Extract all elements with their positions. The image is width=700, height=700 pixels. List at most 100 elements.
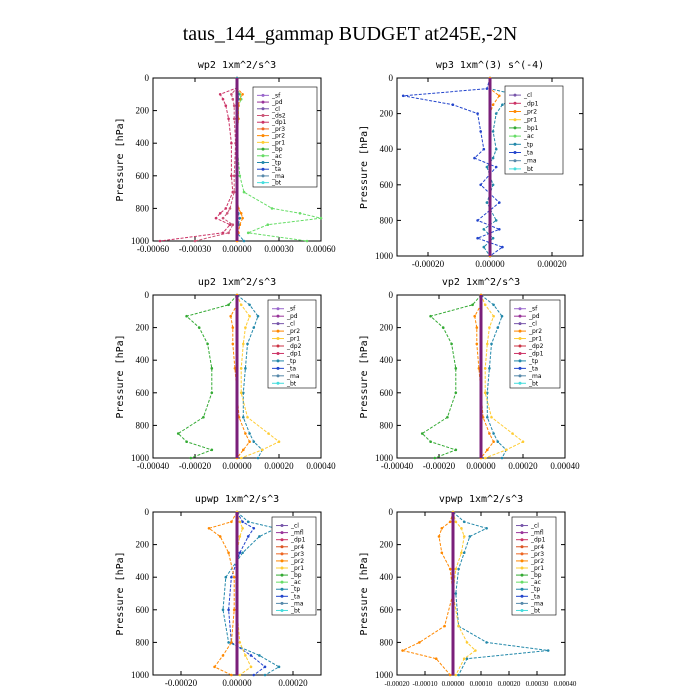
data-point <box>222 98 225 101</box>
data-point <box>495 112 498 115</box>
data-point <box>229 207 232 210</box>
y-tick-label: 200 <box>136 106 150 116</box>
data-point <box>258 654 261 657</box>
data-point <box>485 527 488 530</box>
legend-label: _pr2 <box>530 558 544 565</box>
legend-marker <box>262 168 265 171</box>
legend-label: _bt <box>286 380 297 387</box>
legend-marker <box>281 602 284 605</box>
legend-marker <box>281 609 284 612</box>
data-point <box>484 392 487 395</box>
x-tick-label: 0.00040 <box>550 461 580 471</box>
legend-label: _ac <box>523 133 534 140</box>
series-line-dp1 <box>160 78 237 241</box>
legend-marker <box>521 545 524 548</box>
data-point <box>232 343 235 346</box>
data-point <box>246 416 249 419</box>
data-point <box>476 343 479 346</box>
data-point <box>463 551 466 554</box>
data-point <box>225 207 228 210</box>
data-point <box>233 576 236 579</box>
series-line-pr2 <box>231 295 250 458</box>
legend-marker <box>514 151 517 154</box>
legend-marker <box>521 552 524 555</box>
data-point <box>483 148 486 151</box>
data-point <box>177 432 180 435</box>
series-line-ds2 <box>195 78 237 241</box>
legend-marker <box>262 127 265 130</box>
data-point <box>233 191 236 194</box>
legend-marker <box>521 574 524 577</box>
data-point <box>185 315 188 318</box>
legend-label: _cl <box>286 321 295 328</box>
data-point <box>473 315 476 318</box>
data-point <box>230 175 233 178</box>
chart-panel-upwp: upwp 1xm^2/s^3Pressure [hPa]020040060080… <box>115 494 321 688</box>
data-point <box>457 625 460 628</box>
data-point <box>239 674 242 677</box>
x-tick-label: 0.00020 <box>278 678 308 688</box>
data-point <box>239 175 242 178</box>
y-axis-label: Pressure [hPa] <box>115 334 126 418</box>
data-point <box>233 609 236 612</box>
data-point <box>446 416 449 419</box>
data-point <box>239 551 242 554</box>
legend-label: _tp <box>530 586 540 593</box>
y-tick-label: 400 <box>380 355 394 365</box>
data-point <box>211 449 214 452</box>
legend-label: _pr4 <box>290 544 304 551</box>
data-point <box>244 654 247 657</box>
chart-title: wp2 1xm^2/s^3 <box>198 60 276 71</box>
legend-label: _ta <box>523 150 533 157</box>
data-point <box>460 551 463 554</box>
x-tick-label: 0.00000 <box>475 259 505 269</box>
legend-marker <box>519 315 522 318</box>
x-tick-label: -0.00020 <box>384 680 410 688</box>
legend-marker <box>262 161 265 164</box>
legend-marker <box>281 581 284 584</box>
data-point <box>267 223 270 226</box>
legend-marker <box>277 382 280 385</box>
data-point <box>246 343 249 346</box>
data-point <box>492 440 495 443</box>
data-point <box>222 217 225 220</box>
data-point <box>492 130 495 133</box>
data-point <box>244 432 247 435</box>
data-point <box>460 527 463 530</box>
x-tick-label: -0.00010 <box>412 680 438 688</box>
chart-panel-vp2: vp2 1xm^2/s^3Pressure [hPa]0200400600800… <box>359 277 580 471</box>
legend-label: _cl <box>290 523 299 530</box>
legend-marker <box>262 94 265 97</box>
y-tick-label: 0 <box>145 507 150 517</box>
legend-marker <box>281 538 284 541</box>
x-tick-label: 0.00000 <box>442 680 465 688</box>
legend-marker <box>514 167 517 170</box>
legend-marker <box>519 382 522 385</box>
legend-marker <box>277 352 280 355</box>
series-line-dp1 <box>422 295 481 458</box>
legend-marker <box>281 524 284 527</box>
data-point <box>486 343 489 346</box>
chart-title: up2 1xm^2/s^3 <box>198 277 276 288</box>
data-point <box>486 166 489 169</box>
data-point <box>486 201 489 204</box>
data-point <box>232 223 235 226</box>
data-point <box>492 432 495 435</box>
legend-label: _dp2 <box>528 343 544 350</box>
y-tick-label: 200 <box>380 323 394 333</box>
data-point <box>498 228 501 231</box>
legend-marker <box>514 159 517 162</box>
legend-marker <box>277 345 280 348</box>
legend-marker <box>262 107 265 110</box>
legend-marker <box>519 345 522 348</box>
data-point <box>159 240 162 243</box>
legend-label: _pr1 <box>290 565 304 572</box>
data-point <box>476 237 479 240</box>
x-tick-label: -0.00020 <box>165 678 198 688</box>
data-point <box>486 449 489 452</box>
legend-marker <box>277 337 280 340</box>
data-point <box>434 457 437 460</box>
legend-label: _bp <box>290 572 302 579</box>
legend-label: _dp1 <box>528 350 544 357</box>
